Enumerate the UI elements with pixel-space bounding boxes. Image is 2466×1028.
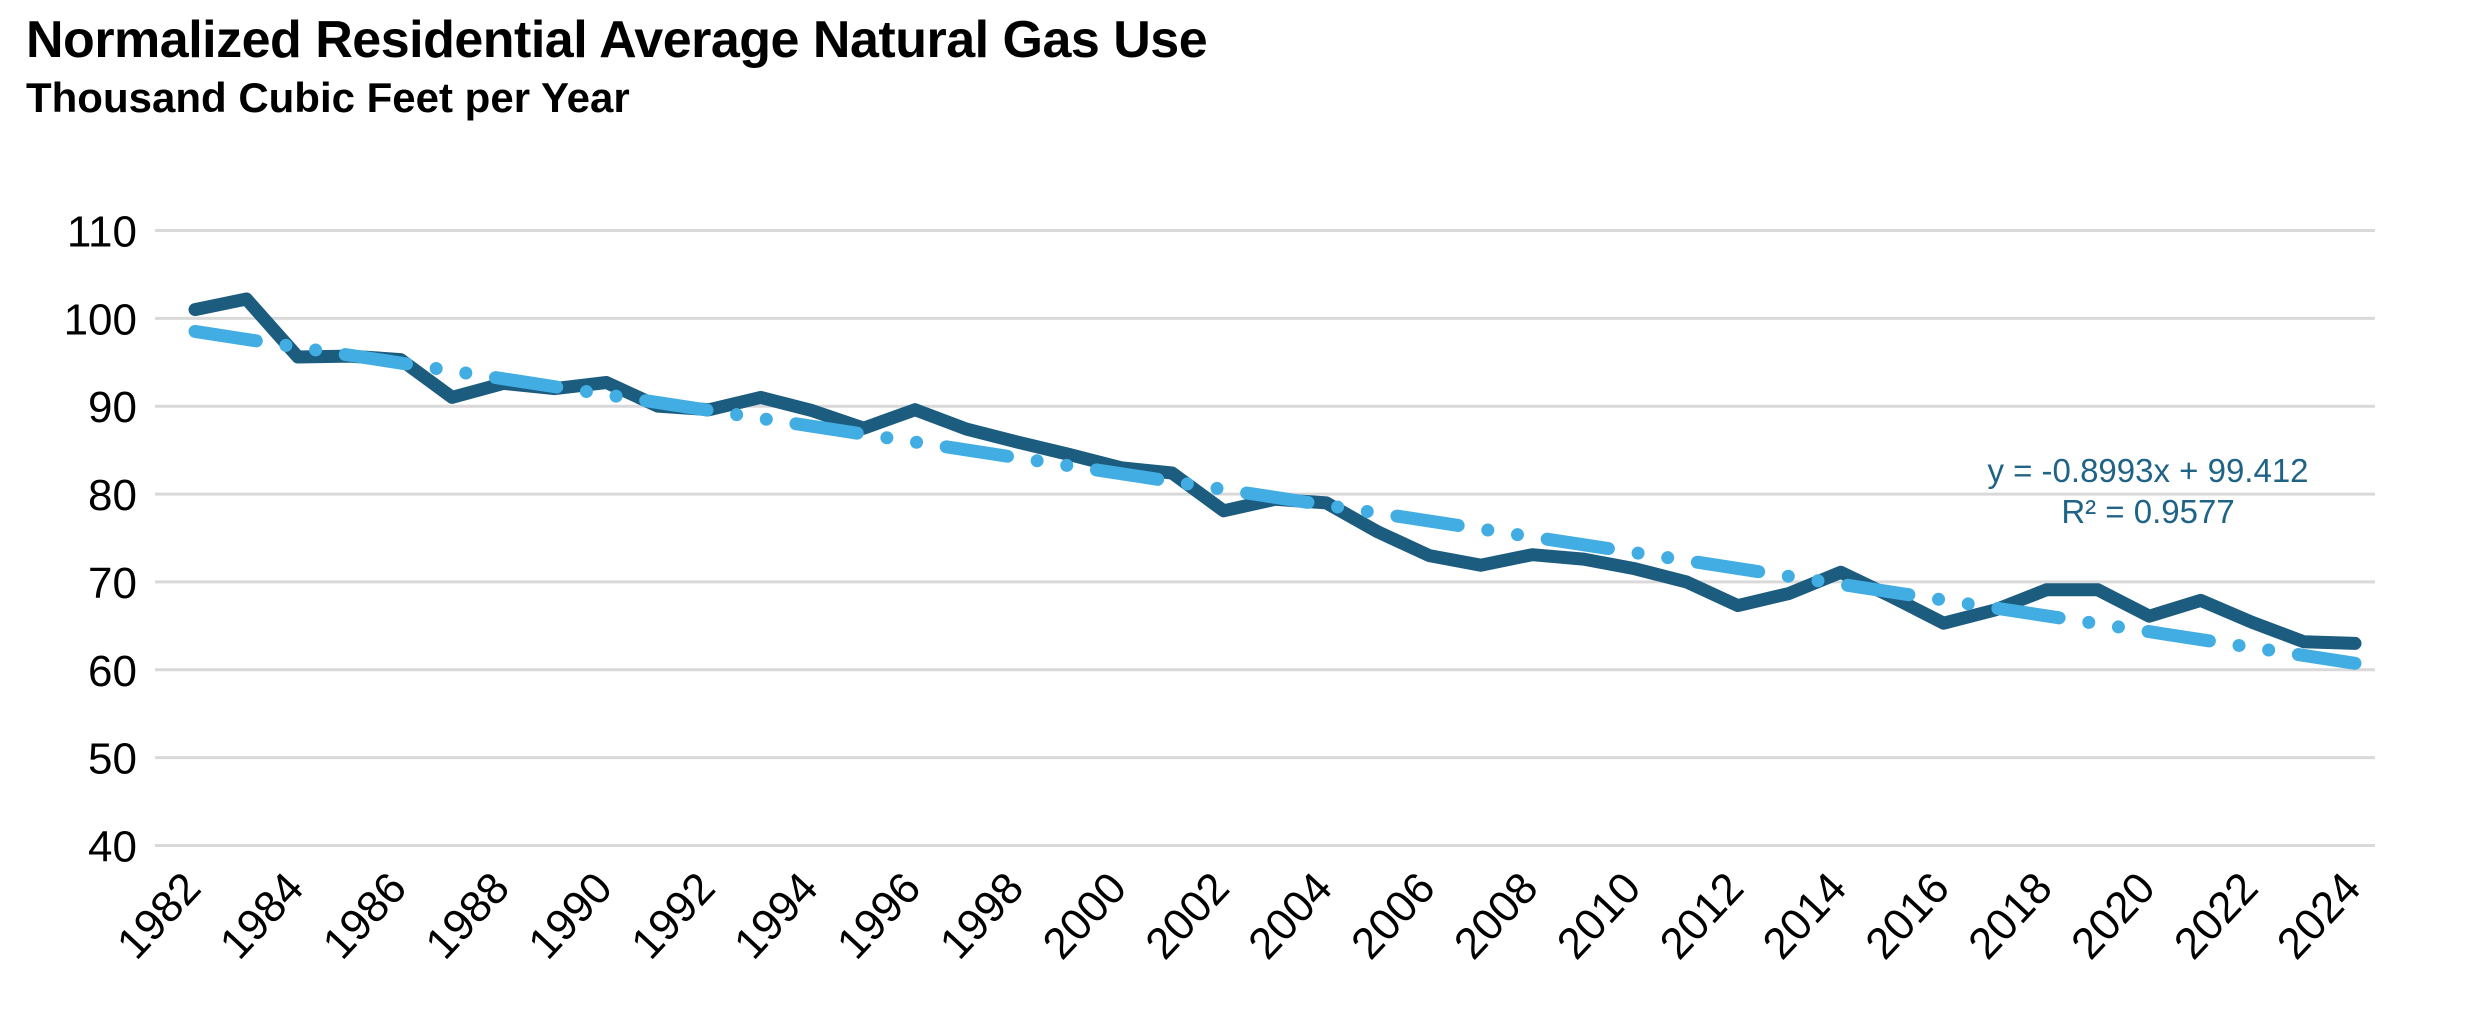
x-axis-tick-label: 2020 bbox=[2062, 863, 2165, 968]
x-axis-tick-label: 1990 bbox=[519, 863, 622, 968]
chart-subtitle: Thousand Cubic Feet per Year bbox=[26, 74, 630, 121]
y-axis-tick-label: 110 bbox=[67, 208, 137, 257]
x-axis-tick-label: 1996 bbox=[828, 863, 931, 968]
x-axis-tick-label: 2004 bbox=[1239, 863, 1342, 968]
y-axis-tick-label: 80 bbox=[88, 471, 137, 520]
y-axis-tick-label: 60 bbox=[88, 647, 137, 696]
x-axis-tick-label: 2018 bbox=[1959, 863, 2062, 968]
x-axis-tick-label: 2016 bbox=[1856, 863, 1959, 968]
x-axis-tick-label: 2014 bbox=[1753, 863, 1856, 968]
linear-trendline bbox=[188, 324, 2362, 670]
trendline-equation-text: y = -0.8993x + 99.412 bbox=[1987, 452, 2309, 489]
x-axis-tick-label: 1984 bbox=[211, 863, 314, 968]
x-axis-tick-label: 1986 bbox=[313, 863, 416, 968]
y-axis-tick-label: 70 bbox=[88, 559, 137, 608]
x-axis-tick-label: 2000 bbox=[1033, 863, 1136, 968]
x-axis-tick-label: 1992 bbox=[622, 863, 725, 968]
x-axis-tick-label: 1988 bbox=[416, 863, 519, 968]
x-axis-tick-label: 2008 bbox=[1445, 863, 1548, 968]
x-axis-tick-label: 1994 bbox=[725, 863, 828, 968]
y-axis-tick-label: 40 bbox=[88, 823, 137, 872]
x-axis-tick-label: 2024 bbox=[2268, 863, 2371, 968]
y-axis-tick-label: 90 bbox=[88, 383, 137, 432]
trendline-r-squared-text: R² = 0.9577 bbox=[2061, 493, 2235, 530]
x-axis-tick-label: 1998 bbox=[931, 863, 1034, 968]
chart-title: Normalized Residential Average Natural G… bbox=[26, 11, 1208, 69]
x-axis-tick-label: 2006 bbox=[1342, 863, 1445, 968]
x-axis-tick-label: 2010 bbox=[1548, 863, 1651, 968]
x-axis-tick-label: 2022 bbox=[2165, 863, 2268, 968]
y-axis-tick-label: 100 bbox=[64, 295, 137, 344]
x-axis-tick-label: 2012 bbox=[1651, 863, 1754, 968]
y-axis-tick-label: 50 bbox=[88, 735, 137, 784]
x-axis-tick-label: 1982 bbox=[108, 863, 211, 968]
trendline-equation-annotation: y = -0.8993x + 99.412 R² = 0.9577 bbox=[1918, 450, 2378, 532]
x-axis-tick-label: 2002 bbox=[1136, 863, 1239, 968]
